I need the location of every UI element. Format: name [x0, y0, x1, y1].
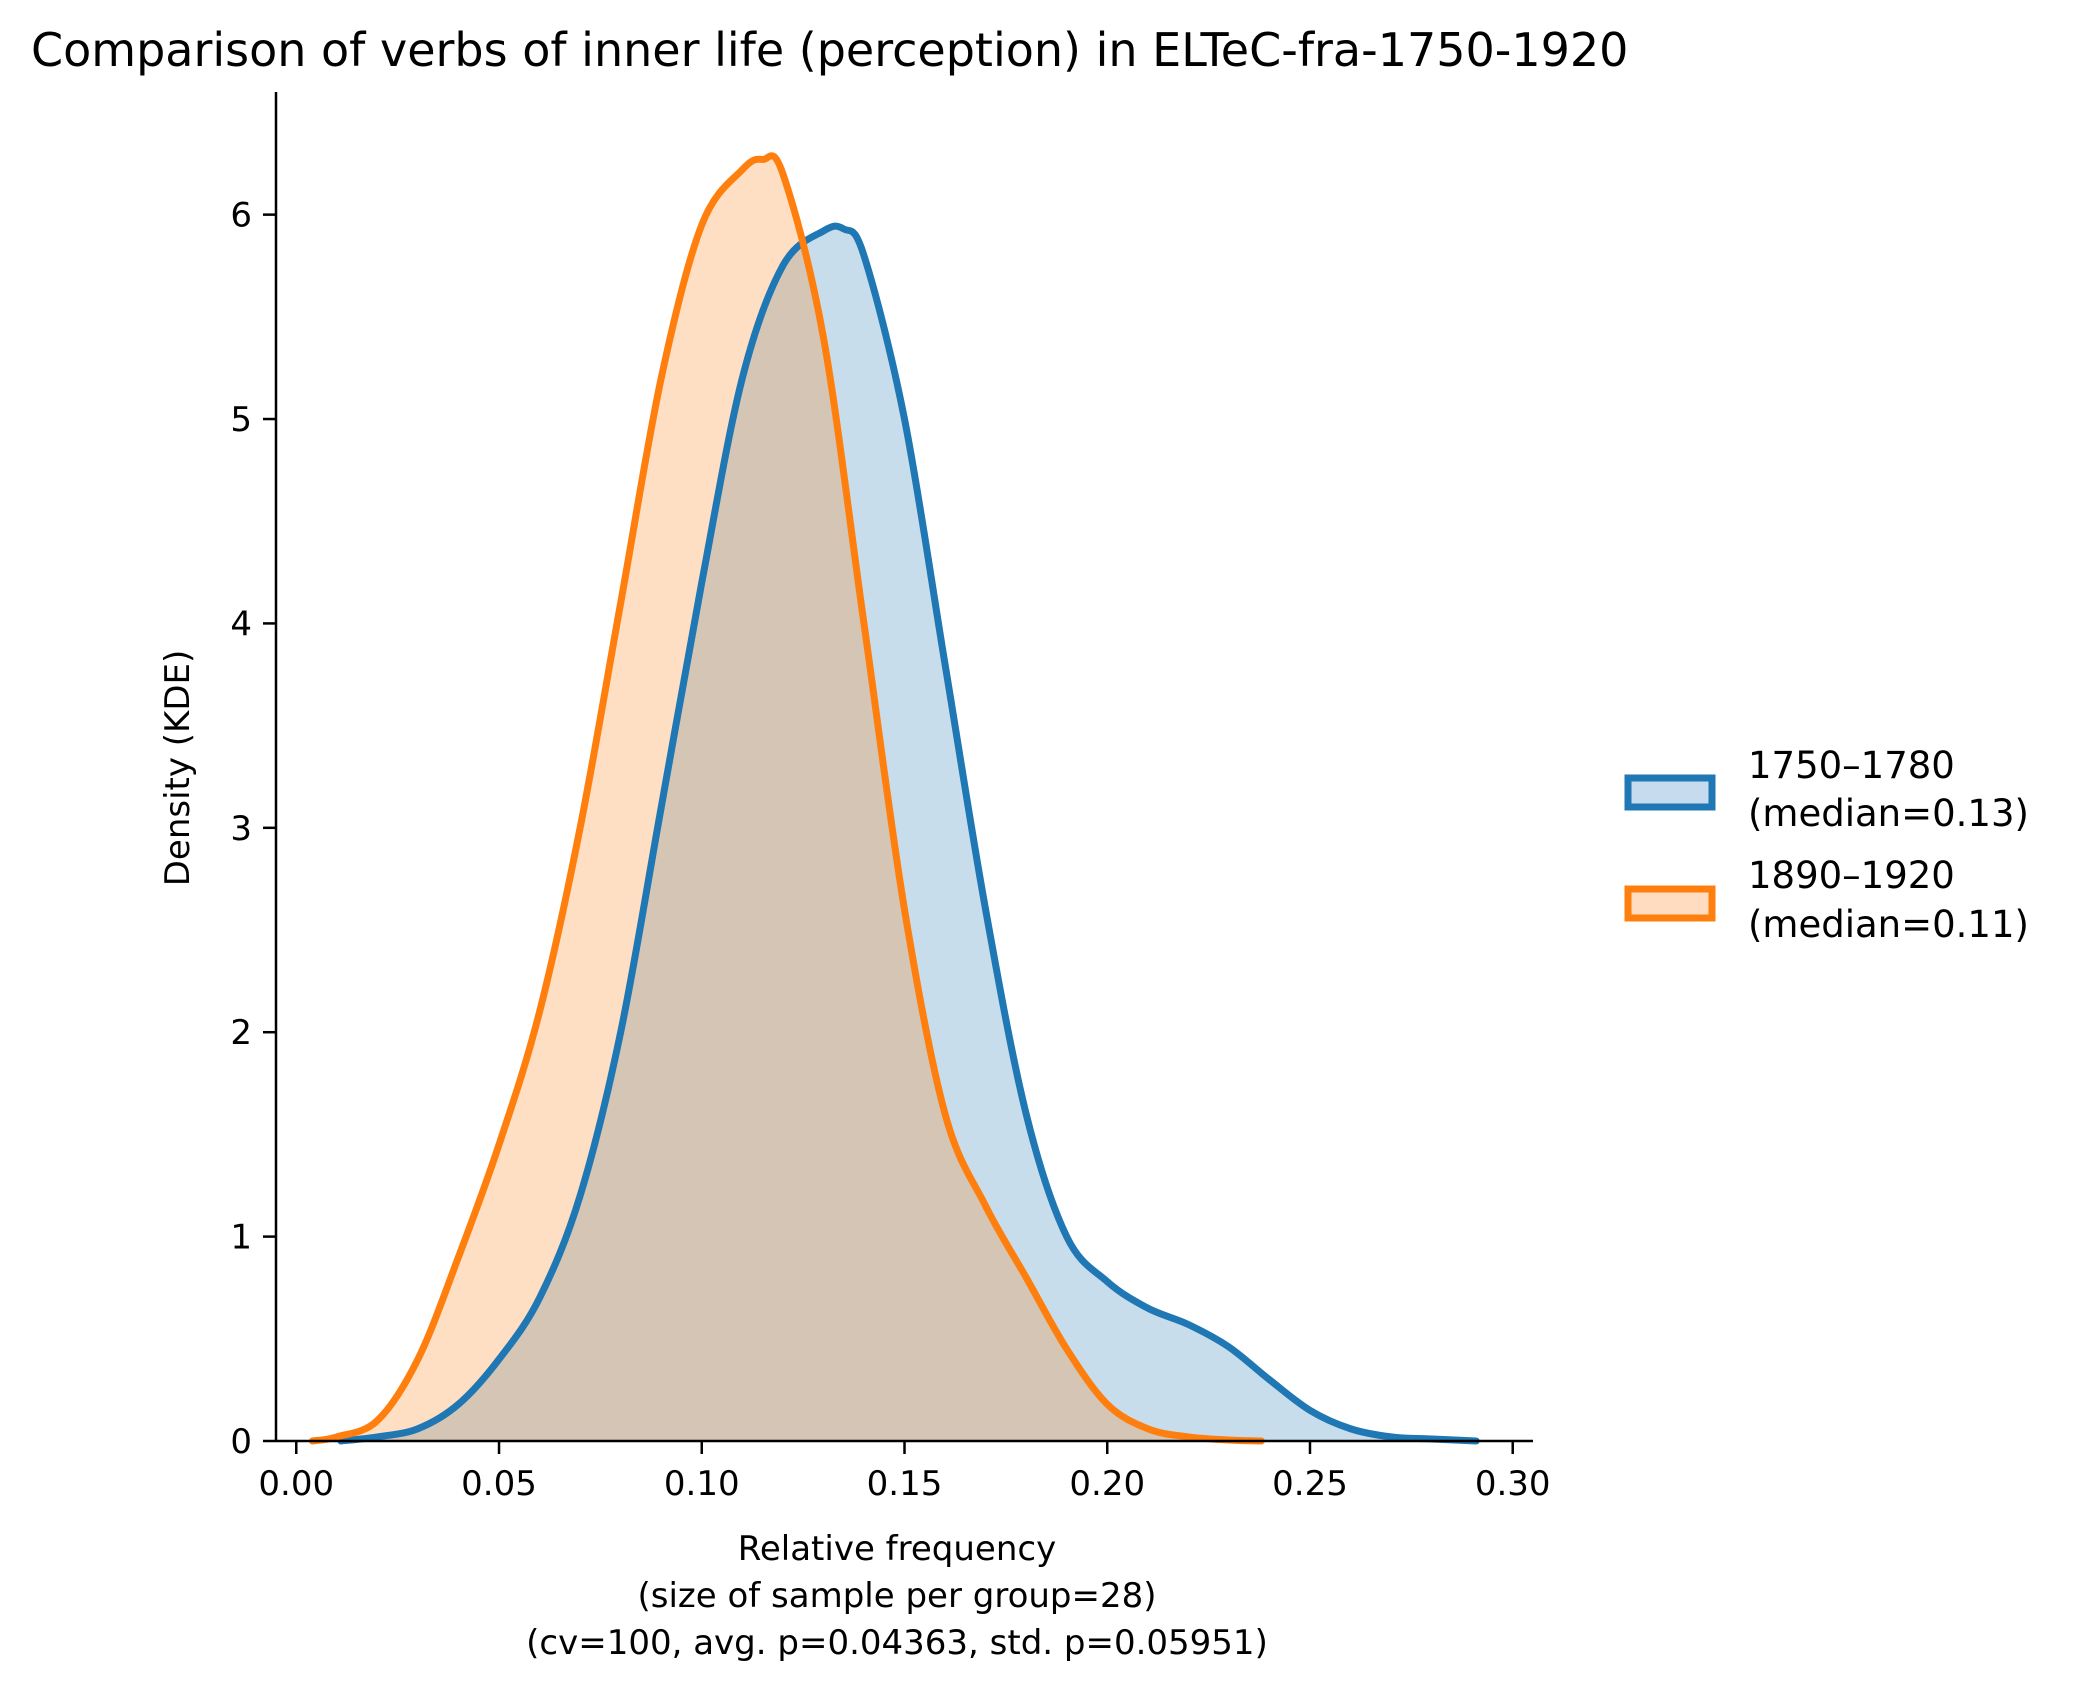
y-tick-label: 3 — [230, 809, 252, 849]
x-tick-label: 0.00 — [258, 1464, 334, 1504]
chart-title: Comparison of verbs of inner life (perce… — [31, 23, 1628, 77]
legend: 1750–1780 (median=0.13) 1890–1920 (media… — [1624, 744, 2029, 946]
kde-fills — [312, 155, 1477, 1441]
legend-swatch-1890-1920 — [1624, 885, 1716, 922]
x-tick-label: 0.25 — [1272, 1464, 1348, 1504]
x-axis-label-line-2: (size of sample per group=28) — [637, 1576, 1156, 1616]
x-axis-label: Relative frequency — [738, 1529, 1056, 1569]
kde-area-1890-1920 — [312, 155, 1262, 1441]
y-axis-label: Density (KDE) — [158, 650, 198, 887]
x-tick-label: 0.30 — [1475, 1464, 1551, 1504]
y-tick-label: 0 — [230, 1422, 252, 1462]
legend-swatch-1750-1780 — [1624, 774, 1716, 811]
y-tick-label: 2 — [230, 1013, 252, 1053]
y-tick-label: 4 — [230, 604, 252, 644]
kde-line-1750-1780 — [337, 222, 1480, 1445]
legend-label-1890-1920: 1890–1920 — [1748, 854, 1955, 897]
kde-lines — [308, 152, 1480, 1445]
y-ticks: 0 1 2 3 4 5 6 — [230, 196, 276, 1462]
y-tick-label: 1 — [230, 1218, 252, 1258]
legend-median-1890-1920: (median=0.11) — [1748, 903, 2029, 946]
kde-line-1890-1920 — [308, 152, 1265, 1445]
x-axis-label-line-3: (cv=100, avg. p=0.04363, std. p=0.05951) — [526, 1623, 1268, 1663]
x-tick-label: 0.10 — [664, 1464, 740, 1504]
x-tick-label: 0.20 — [1069, 1464, 1145, 1504]
y-tick-label: 5 — [230, 400, 252, 440]
x-tick-label: 0.15 — [867, 1464, 943, 1504]
x-tick-label: 0.05 — [461, 1464, 537, 1504]
legend-label-1750-1780: 1750–1780 — [1748, 744, 1955, 787]
x-ticks: 0.00 0.05 0.10 0.15 0.20 0.25 0.30 — [258, 1441, 1551, 1504]
y-tick-label: 6 — [230, 196, 252, 236]
legend-median-1750-1780: (median=0.13) — [1748, 792, 2029, 835]
kde-area-1750-1780 — [340, 226, 1477, 1441]
